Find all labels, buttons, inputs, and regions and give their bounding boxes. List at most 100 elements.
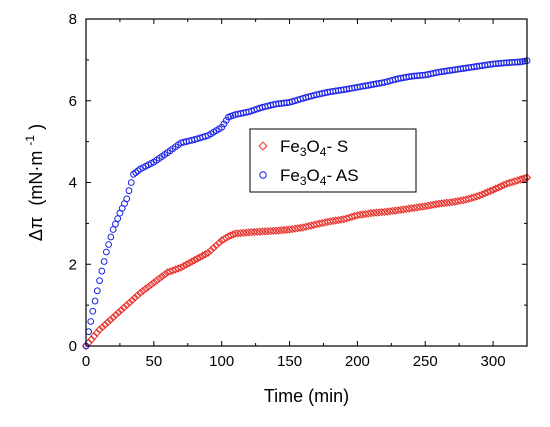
legend: Fe3O4- S Fe3O4- AS — [249, 128, 417, 193]
data-point — [190, 256, 199, 265]
data-point — [112, 220, 119, 228]
data-point — [204, 248, 213, 257]
data-point — [119, 303, 129, 312]
data-point — [491, 184, 500, 193]
data-point — [198, 251, 207, 260]
data-point — [155, 274, 164, 283]
data-point — [114, 308, 123, 317]
axes-layer: 0 50 100 150 200 250 300 0 2 4 6 8 — [69, 11, 528, 370]
data-point — [220, 120, 228, 128]
data-point — [111, 310, 120, 320]
data-point — [152, 276, 161, 285]
data-point — [98, 323, 107, 332]
data-point — [138, 286, 148, 295]
data-point — [102, 248, 110, 256]
data-point — [214, 238, 224, 248]
data-point — [133, 291, 142, 300]
data-point — [127, 179, 135, 186]
data-point — [187, 257, 196, 266]
y-tick-label: 6 — [69, 93, 77, 110]
data-point — [95, 325, 104, 334]
data-point — [103, 318, 112, 327]
legend-label: Fe3O4- S — [280, 137, 348, 159]
data-point — [141, 284, 150, 293]
data-point — [149, 278, 158, 287]
data-point — [125, 298, 134, 307]
data-point — [147, 280, 156, 289]
data-point — [89, 307, 97, 315]
data-point — [90, 332, 99, 341]
x-tick-label: 150 — [277, 353, 302, 370]
data-point — [136, 288, 145, 297]
data-point — [212, 241, 221, 250]
x-tick-label: 100 — [209, 353, 234, 370]
data-point — [209, 243, 218, 253]
legend-marker-circle — [259, 171, 267, 179]
y-tick-label: 0 — [69, 338, 77, 355]
data-point — [109, 226, 117, 233]
x-axis-title: Time (min) — [264, 386, 349, 406]
y-axis-title-unit: (mN·m — [26, 151, 46, 206]
plot-layer — [81, 57, 532, 351]
data-point — [107, 233, 115, 241]
data-point — [182, 260, 191, 269]
data-point — [123, 195, 131, 203]
data-point — [201, 250, 210, 259]
data-point — [514, 58, 521, 66]
y-axis-title-exponent: -1 — [23, 135, 37, 146]
data-point — [109, 313, 118, 322]
data-point — [92, 328, 101, 338]
data-point — [185, 258, 194, 268]
data-point — [497, 182, 506, 191]
data-point — [106, 315, 115, 324]
x-tick-label: 250 — [413, 353, 438, 370]
data-point — [96, 277, 103, 285]
data-point — [176, 263, 186, 272]
legend-label: Fe3O4- AS — [280, 166, 359, 188]
series-fe3o4-as — [82, 57, 531, 350]
data-point — [218, 123, 226, 131]
series-fe3o4-s — [81, 173, 532, 351]
data-point — [195, 253, 205, 262]
data-point — [125, 187, 133, 195]
data-point — [494, 183, 503, 192]
x-tick-label: 50 — [146, 353, 163, 370]
y-axis-title-close: ) — [26, 124, 46, 130]
data-point — [483, 188, 492, 197]
data-point — [486, 186, 495, 196]
y-axis-title: Δπ (mN·m -1 ) — [18, 124, 46, 241]
data-point — [202, 132, 209, 140]
data-point — [114, 215, 122, 223]
data-point — [98, 267, 106, 275]
data-point — [222, 117, 230, 124]
y-tick-label: 4 — [69, 175, 77, 192]
data-point — [160, 270, 169, 279]
data-point — [91, 297, 99, 305]
data-point — [93, 287, 101, 295]
data-point — [144, 282, 153, 291]
y-axis-title-main: Δπ — [26, 217, 46, 241]
data-point — [117, 305, 126, 315]
data-point — [100, 320, 110, 329]
data-point — [157, 272, 167, 281]
data-point — [179, 261, 188, 271]
data-point — [128, 296, 137, 305]
data-point — [206, 246, 215, 255]
y-tick-label: 2 — [69, 256, 77, 273]
data-point — [87, 318, 95, 325]
data-point — [130, 293, 139, 302]
legend-box — [249, 128, 417, 193]
data-point — [516, 175, 525, 184]
data-point — [105, 241, 113, 248]
x-tick-label: 0 — [82, 353, 90, 370]
data-point — [174, 264, 183, 273]
legend-marker-diamond — [258, 141, 268, 151]
data-point — [488, 185, 498, 194]
data-point — [122, 301, 131, 310]
data-point — [475, 191, 484, 200]
y-tick-label: 8 — [69, 11, 77, 28]
data-point — [100, 258, 108, 265]
data-point — [193, 254, 202, 263]
data-point — [478, 190, 487, 199]
